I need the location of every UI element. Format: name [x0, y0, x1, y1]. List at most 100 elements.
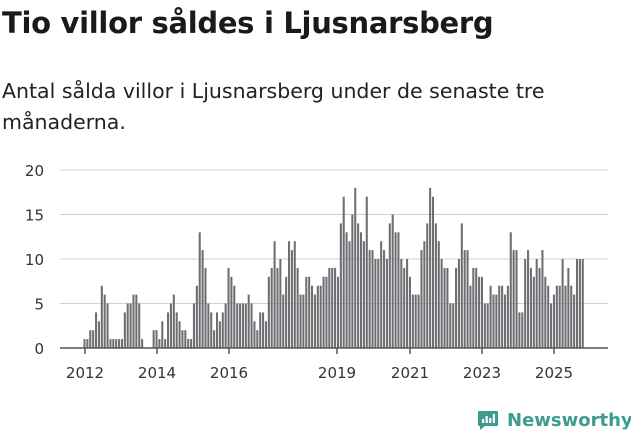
- bar: [282, 294, 285, 348]
- bar: [406, 259, 409, 348]
- bar: [218, 321, 221, 348]
- bar: [357, 223, 360, 348]
- bar: [167, 312, 170, 348]
- bar: [578, 259, 581, 348]
- y-tick-label: 15: [25, 207, 44, 225]
- bar: [489, 285, 492, 348]
- bar: [336, 276, 339, 348]
- bar: [492, 294, 495, 348]
- bar: [550, 303, 553, 348]
- bar: [83, 339, 86, 348]
- bar: [469, 285, 472, 348]
- bar: [86, 339, 89, 348]
- bar: [478, 276, 481, 348]
- bar: [391, 214, 394, 348]
- bar: [158, 339, 161, 348]
- bar: [544, 276, 547, 348]
- bar: [417, 294, 420, 348]
- bar: [541, 250, 544, 348]
- bar: [273, 241, 276, 348]
- bar: [302, 294, 305, 348]
- bar: [161, 321, 164, 348]
- bar: [354, 187, 357, 348]
- newsworthy-logo: Newsworthy: [476, 408, 631, 432]
- bar: [446, 267, 449, 348]
- bar: [187, 339, 190, 348]
- bar: [420, 250, 423, 348]
- x-tick-label: 2021: [391, 364, 429, 382]
- bar: [339, 223, 342, 348]
- bar: [270, 267, 273, 348]
- bar: [103, 294, 106, 348]
- bar: [527, 250, 530, 348]
- bars: [83, 187, 584, 348]
- bar: [374, 259, 377, 348]
- bar: [495, 294, 498, 348]
- bar: [287, 241, 291, 348]
- bar: [207, 303, 210, 348]
- bar: [529, 267, 532, 348]
- bar: [285, 276, 288, 348]
- bar: [299, 294, 302, 348]
- bar: [184, 330, 187, 348]
- bar: [328, 267, 331, 348]
- bar: [181, 330, 184, 348]
- bar: [512, 250, 515, 348]
- bar: [460, 223, 463, 348]
- bar: [547, 285, 550, 348]
- bar: [368, 250, 371, 348]
- bar: [172, 294, 175, 348]
- bar: [213, 330, 216, 348]
- bar: [115, 339, 118, 348]
- bar: [359, 232, 363, 348]
- bar: [501, 285, 504, 348]
- bar: [498, 285, 501, 348]
- bar: [227, 267, 230, 348]
- bar: [241, 303, 244, 348]
- bar: [371, 250, 374, 348]
- bar: [279, 259, 282, 348]
- bar: [535, 259, 538, 348]
- bar: [414, 294, 417, 348]
- bar: [276, 267, 279, 348]
- bar: [429, 187, 432, 348]
- bar: [244, 303, 247, 348]
- bar: [532, 276, 535, 348]
- bar: [141, 339, 144, 348]
- bar: [383, 250, 386, 348]
- bar: [290, 250, 293, 348]
- tick-labels: 05101520102012201420162019202120232025: [25, 0, 595, 382]
- bar: [319, 285, 322, 348]
- bar: [423, 241, 426, 348]
- bar: [325, 276, 328, 348]
- bar: [155, 330, 158, 348]
- bar: [190, 339, 193, 348]
- bar: [434, 223, 437, 348]
- bar: [449, 303, 452, 348]
- bar: [538, 267, 541, 348]
- bar: [296, 267, 299, 348]
- bar: [524, 259, 527, 348]
- bar: [95, 312, 98, 348]
- bar: [570, 285, 573, 348]
- bar: [250, 303, 253, 348]
- bar: [175, 312, 178, 348]
- bar: [365, 196, 368, 348]
- bar: [215, 312, 219, 348]
- chart-subtitle: Antal sålda villor i Ljusnarsberg under …: [2, 79, 545, 134]
- x-tick-label: 2023: [463, 364, 501, 382]
- bar: [408, 276, 411, 348]
- bar: [394, 232, 397, 348]
- bar: [400, 259, 403, 348]
- bar: [403, 267, 406, 348]
- bar: [253, 321, 256, 348]
- bar: [342, 196, 345, 348]
- bar: [573, 294, 576, 348]
- bar: [239, 303, 242, 348]
- bar: [135, 294, 138, 348]
- bar: [483, 303, 486, 348]
- x-tick-label: 2014: [138, 364, 176, 382]
- bar: [521, 312, 524, 348]
- bar: [97, 321, 100, 348]
- bar: [204, 267, 207, 348]
